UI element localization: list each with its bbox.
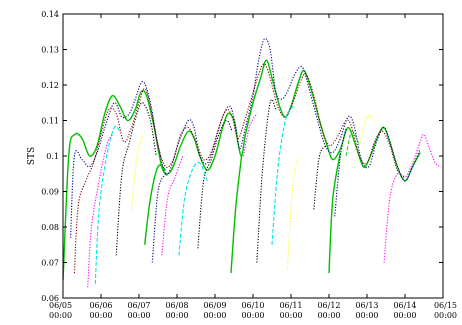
y-tick-label: 0.09 — [41, 188, 59, 197]
x-tick-label-date: 06/11 — [279, 301, 302, 310]
series-line-2 — [144, 164, 167, 245]
x-tick-label-time: 00:00 — [127, 311, 150, 320]
y-axis-label: STS — [27, 147, 37, 165]
series-line-23 — [345, 130, 360, 157]
series-line-17 — [286, 155, 300, 270]
series-line-9 — [115, 102, 157, 256]
series-lines — [62, 37, 442, 288]
x-tick-label-date: 06/10 — [241, 301, 264, 310]
x-tick-label-time: 00:00 — [203, 311, 226, 320]
series-line-15 — [271, 105, 294, 245]
x-tick-label-time: 00:00 — [355, 311, 378, 320]
series-line-1 — [62, 59, 421, 281]
series-line-7 — [334, 127, 347, 217]
series-line-11 — [256, 98, 277, 263]
series-line-20 — [161, 155, 184, 256]
series-line-3 — [230, 155, 243, 274]
x-tick-label-date: 06/06 — [89, 301, 112, 310]
y-tick-label: 0.13 — [41, 46, 59, 55]
y-tick-label: 0.07 — [41, 259, 59, 268]
x-tick-label-date: 06/08 — [165, 301, 188, 310]
series-line-6 — [151, 173, 167, 263]
x-tick-label-time: 00:00 — [165, 311, 188, 320]
x-tick-label-time: 00:00 — [279, 311, 302, 320]
series-line-22 — [383, 133, 442, 263]
x-tick-label-time: 00:00 — [89, 311, 112, 320]
x-tick-label-date: 06/13 — [355, 301, 378, 310]
x-tick-label-date: 06/07 — [127, 301, 150, 310]
x-tick-label-time: 00:00 — [241, 311, 264, 320]
series-line-14 — [178, 162, 208, 256]
x-tick-label-date: 06/09 — [203, 301, 226, 310]
series-line-16 — [130, 134, 144, 210]
series-line-10 — [197, 119, 233, 249]
series-line-5 — [70, 37, 421, 238]
plot-frame — [62, 13, 444, 299]
x-tick-label-date: 06/14 — [393, 301, 416, 310]
x-tick-label-time: 00:00 — [49, 311, 72, 320]
x-tick-label-date: 06/15 — [434, 301, 457, 310]
y-axis: 0.06 0.07 0.08 0.09 0.1 0.11 0.12 0.13 0.14 — [41, 10, 443, 303]
y-tick-label: 0.06 — [41, 294, 59, 303]
x-tick-label-time: 00:00 — [434, 311, 457, 320]
y-tick-label: 0.14 — [41, 10, 59, 19]
series-line-21 — [242, 113, 258, 157]
y-tick-label: 0.1 — [46, 152, 59, 161]
x-tick-label-time: 00:00 — [393, 311, 416, 320]
series-line-19 — [87, 134, 113, 288]
y-tick-label: 0.12 — [41, 81, 59, 90]
series-line-18 — [358, 115, 375, 146]
y-tick-label: 0.11 — [41, 117, 59, 126]
y-tick-label: 0.08 — [41, 223, 59, 232]
x-axis: 06/0500:0006/0600:0006/0700:0006/0800:00… — [49, 14, 457, 320]
series-line-13 — [94, 125, 121, 284]
series-line-4 — [328, 152, 342, 274]
series-line-12 — [313, 144, 328, 210]
x-tick-label-time: 00:00 — [317, 311, 340, 320]
x-tick-label-date: 06/12 — [317, 301, 340, 310]
x-tick-label-date: 06/05 — [49, 301, 72, 310]
